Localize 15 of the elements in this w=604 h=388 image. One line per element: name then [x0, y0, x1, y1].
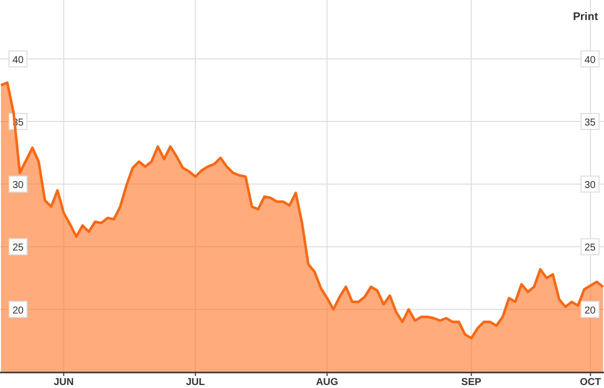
annotation: Print	[572, 11, 598, 23]
x-tick-label: OCT	[580, 377, 602, 388]
y-tick-label: 25	[12, 242, 24, 254]
y2-tick-label: 35	[584, 117, 596, 128]
y2-tick-label: 30	[584, 180, 596, 192]
x-tick-label: JUL	[186, 377, 205, 388]
y2-tick-label: 40	[584, 54, 596, 66]
y-tick-label: 20	[12, 305, 24, 316]
x-tick-label: AUG	[316, 377, 338, 388]
y-tick-label: 40	[12, 54, 24, 66]
x-tick-label: JUN	[54, 377, 74, 388]
y2-tick-label: 25	[584, 242, 596, 254]
y2-tick-label: 20	[584, 305, 596, 316]
x-tick-label: SEP	[461, 377, 482, 388]
y-tick-label: 30	[12, 180, 24, 192]
